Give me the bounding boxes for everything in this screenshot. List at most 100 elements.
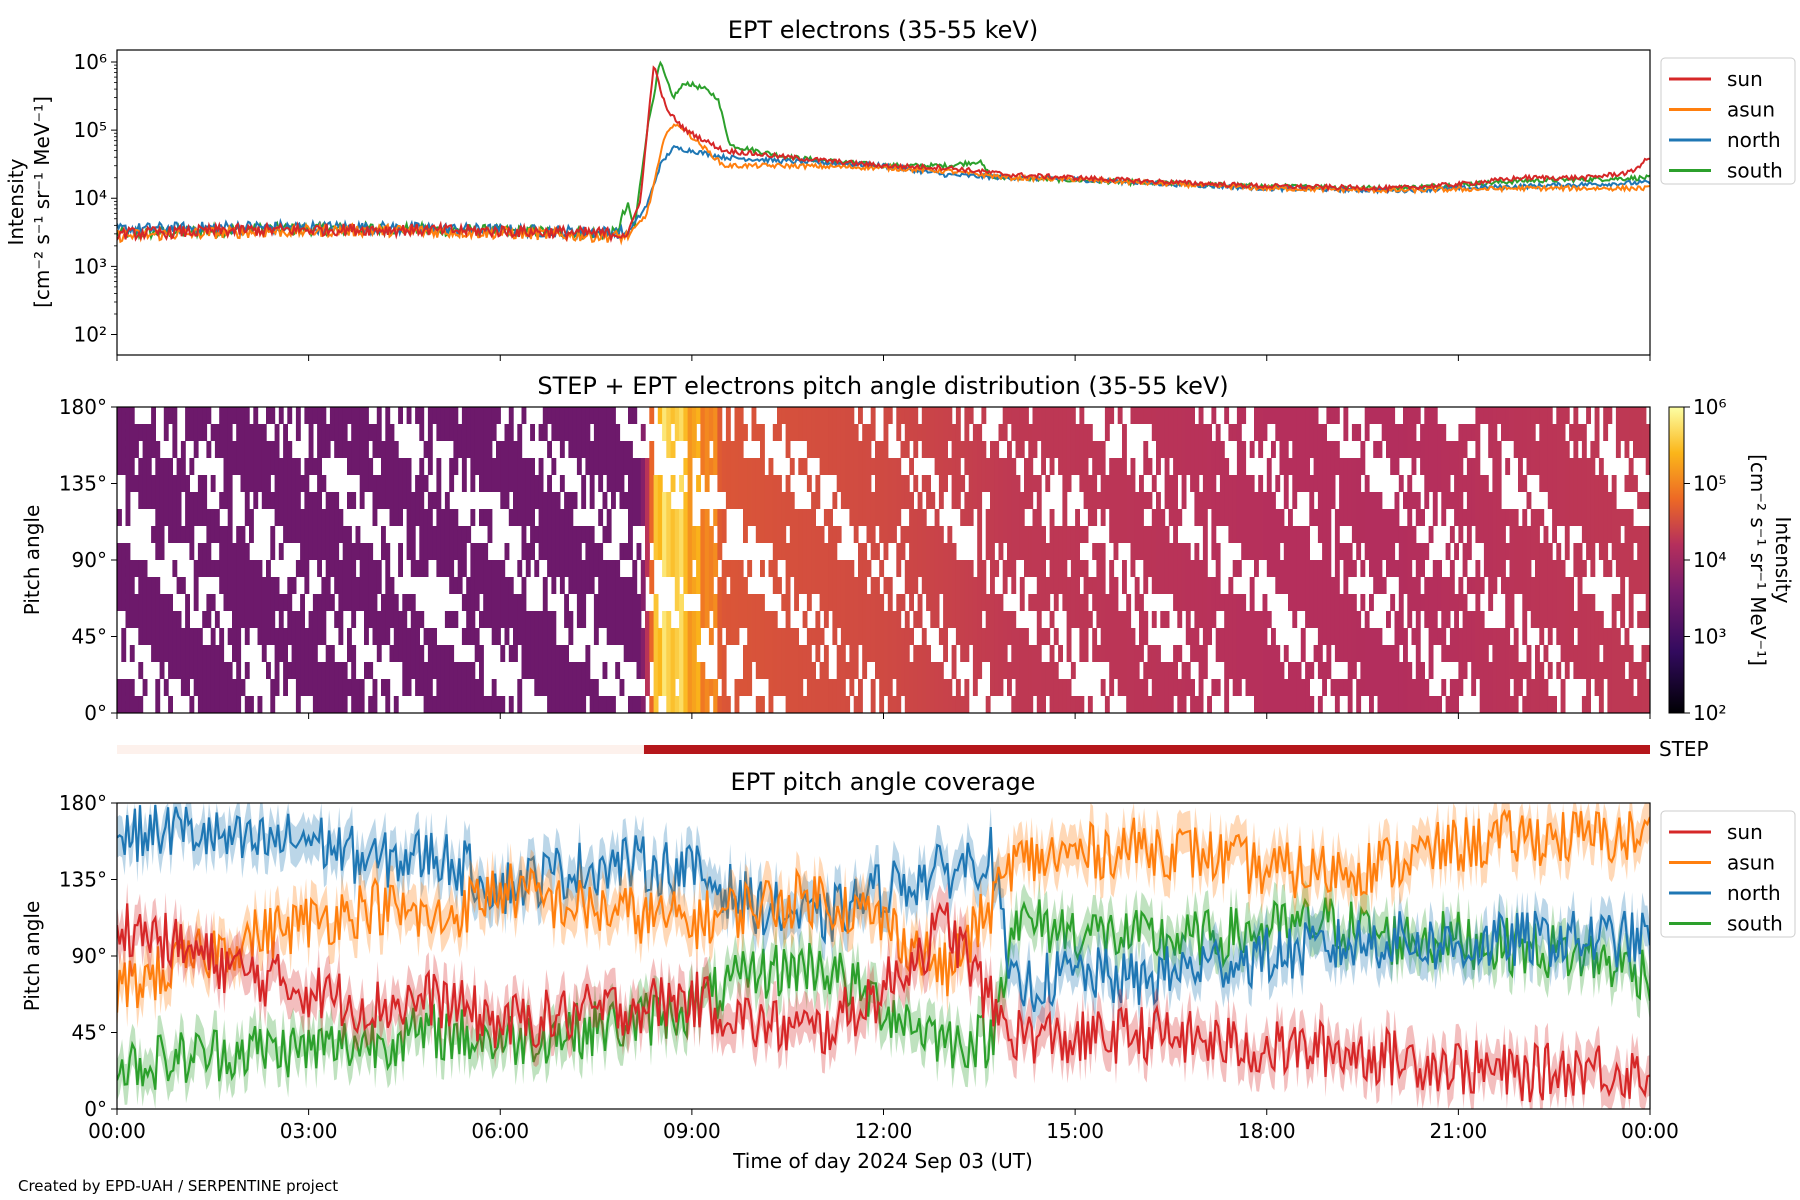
ytick-label: 10⁵	[74, 118, 107, 142]
panel3-legend: sun asun north south	[1660, 810, 1796, 938]
heatmap-column	[368, 424, 374, 713]
heatmap-column	[764, 475, 770, 679]
heatmap-column	[1547, 407, 1553, 713]
heatmap-column	[1313, 407, 1319, 662]
heatmap-column	[551, 407, 557, 713]
heatmap-column	[542, 407, 548, 696]
heatmap-column	[202, 407, 208, 713]
heatmap-column	[415, 407, 420, 696]
heatmap-column	[1611, 475, 1617, 713]
heatmap-column	[1058, 407, 1063, 713]
heatmap-column	[385, 407, 391, 713]
heatmap-column	[968, 407, 974, 645]
heatmap-column	[1407, 407, 1413, 713]
heatmap-column	[806, 407, 812, 713]
heatmap-column	[1334, 407, 1340, 713]
ytick-label: 45°	[72, 1021, 107, 1045]
xtick-label: 21:00	[1430, 1119, 1488, 1143]
legend-label-sun: sun	[1727, 820, 1763, 844]
heatmap-column	[887, 407, 893, 713]
heatmap-column	[1147, 407, 1153, 713]
heatmap-column	[972, 424, 978, 696]
heatmap-column	[768, 458, 774, 713]
heatmap-column	[180, 441, 186, 696]
heatmap-column	[423, 441, 429, 713]
heatmap-column	[321, 407, 327, 713]
xtick-label: 18:00	[1238, 1119, 1296, 1143]
heatmap-column	[653, 475, 659, 713]
heatmap-column	[159, 458, 165, 679]
series-line-sun	[117, 901, 1650, 1103]
heatmap-column	[828, 407, 833, 713]
heatmap-column	[547, 407, 552, 713]
heatmap-column	[670, 407, 676, 713]
heatmap-column	[926, 407, 931, 713]
heatmap-column	[1215, 424, 1221, 696]
heatmap-column	[1070, 407, 1076, 713]
heatmap-column	[538, 424, 544, 696]
panel2-y-axis: 0° 45° 90° 135° 180°	[59, 395, 117, 725]
panel3-plot-area	[117, 803, 1650, 1109]
heatmap-column	[1603, 407, 1609, 679]
heatmap-column	[1224, 407, 1230, 713]
panel3-y-axis: 0° 45° 90° 135° 180°	[59, 791, 117, 1121]
heatmap-column	[1633, 407, 1638, 713]
heatmap-column	[760, 424, 765, 713]
heatmap-column	[862, 424, 868, 679]
heatmap-column	[598, 407, 604, 713]
heatmap-column	[755, 424, 761, 713]
heatmap-column	[440, 407, 446, 713]
series-line-asun	[117, 123, 1650, 246]
heatmap-column	[1066, 407, 1072, 713]
heatmap-column	[1386, 407, 1391, 713]
heatmap-column	[466, 407, 472, 713]
heatmap-column	[743, 424, 748, 696]
heatmap-column	[998, 424, 1004, 696]
heatmap-column	[1032, 407, 1038, 696]
heatmap-column	[351, 407, 357, 713]
heatmap-column	[1432, 407, 1438, 713]
heatmap-column	[1620, 407, 1626, 713]
heatmap-column	[1283, 407, 1289, 713]
heatmap-column	[219, 407, 225, 713]
heatmap-column	[530, 424, 535, 679]
heatmap-column	[708, 407, 714, 696]
heatmap-column	[662, 407, 667, 696]
heatmap-column	[1296, 407, 1302, 713]
heatmap-column	[632, 407, 638, 713]
xtick-label: 00:00	[88, 1119, 146, 1143]
heatmap-column	[823, 407, 829, 713]
heatmap-column	[1347, 458, 1353, 713]
heatmap-column	[1305, 407, 1310, 713]
heatmap-column	[930, 407, 936, 713]
series-line-sun	[117, 65, 1650, 243]
heatmap-column	[163, 407, 169, 696]
heatmap-column	[921, 407, 927, 713]
heatmap-column	[227, 407, 233, 713]
heatmap-column	[1322, 424, 1327, 696]
heatmap-column	[236, 407, 242, 713]
heatmap-column	[981, 407, 987, 662]
heatmap-column	[943, 407, 948, 713]
heatmap-column	[1113, 458, 1119, 679]
colorbar-tick-label: 10⁵	[1693, 472, 1726, 496]
heatmap-column	[1398, 424, 1404, 713]
ytick-label: 0°	[84, 701, 107, 725]
heatmap-column	[270, 407, 276, 713]
heatmap-column	[802, 407, 808, 713]
colorbar-label: Intensity	[1771, 516, 1795, 603]
heatmap-column	[568, 407, 574, 713]
heatmap-column	[487, 407, 493, 713]
heatmap-column	[696, 407, 701, 713]
ytick-label: 0°	[84, 1097, 107, 1121]
heatmap-column	[142, 424, 148, 696]
step-inactive-segment	[117, 745, 644, 754]
heatmap-column	[1339, 458, 1344, 696]
heatmap-column	[1028, 424, 1034, 713]
heatmap-column	[449, 407, 455, 713]
heatmap-column	[453, 407, 459, 713]
heatmap-column	[1330, 407, 1336, 696]
heatmap-column	[985, 458, 991, 713]
heatmap-column	[1560, 407, 1566, 713]
heatmap-column	[1496, 407, 1502, 713]
